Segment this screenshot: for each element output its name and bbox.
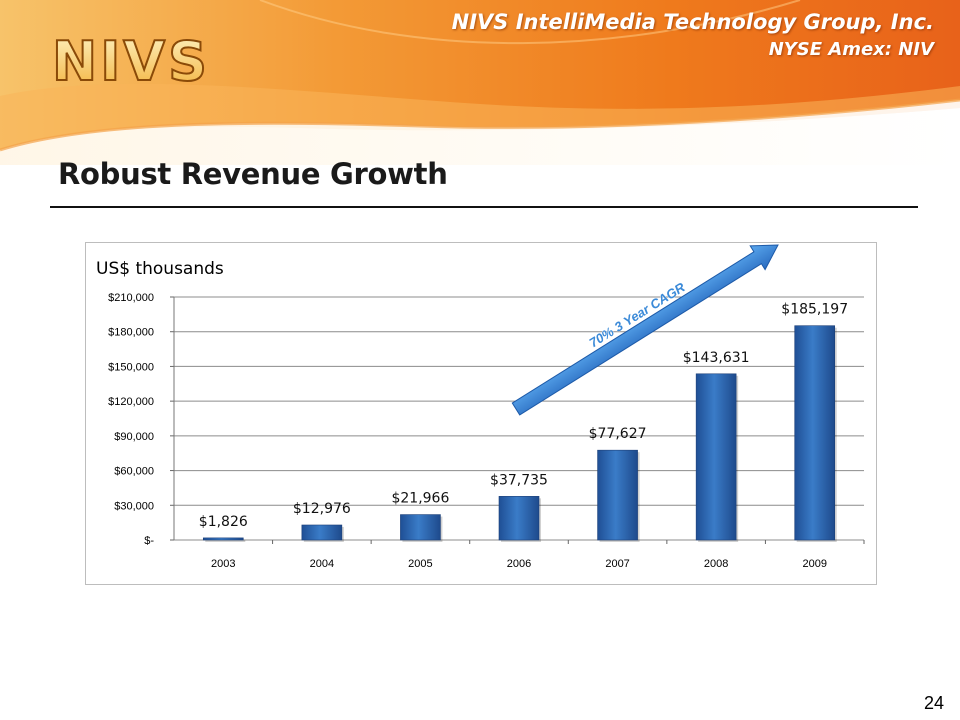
x-tick-label: 2009: [802, 558, 826, 570]
x-tick-label: 2007: [605, 558, 629, 570]
page-number: 24: [923, 693, 944, 713]
data-label: $1,826: [199, 514, 248, 530]
revenue-bar-2008: [695, 373, 737, 541]
x-tick-label: 2008: [704, 558, 728, 570]
slide-title: Robust Revenue Growth: [58, 157, 448, 191]
revenue-chart: US$ thousands $- $30,000 $60,000 $90,000 $12…: [85, 242, 877, 585]
revenue-bar-2006: [498, 496, 540, 541]
y-tick-label: $120,000: [108, 396, 154, 408]
y-tick-label: $30,000: [114, 500, 154, 512]
x-tick-label: 2004: [310, 558, 334, 570]
stock-ticker: NYSE Amex: NIV: [768, 39, 934, 60]
y-tick-label: $-: [144, 535, 154, 547]
x-tick-label: 2005: [408, 558, 432, 570]
y-tick-label: $180,000: [108, 327, 154, 339]
y-tick-label: $150,000: [108, 361, 154, 373]
revenue-bar-chart-svg: US$ thousands $- $30,000 $60,000 $90,000 $12…: [96, 244, 865, 570]
revenue-bar-2003: [202, 537, 244, 541]
x-tick-label: 2006: [507, 558, 531, 570]
logo-text: NIVS: [52, 30, 210, 93]
data-label: $12,976: [293, 501, 351, 517]
y-tick-label: $210,000: [108, 292, 154, 304]
cagr-arrow-shape: [511, 244, 779, 416]
revenue-bar-2009: [794, 325, 836, 541]
data-label: $37,735: [490, 472, 548, 488]
revenue-bar-2005: [400, 514, 441, 541]
revenue-bar-2004: [301, 524, 343, 541]
data-label: $143,631: [683, 350, 750, 366]
company-name: NIVS IntelliMedia Technology Group, Inc.: [451, 10, 934, 34]
data-label: $185,197: [781, 302, 848, 318]
data-label: $21,966: [391, 491, 449, 507]
data-label: $77,627: [589, 426, 647, 442]
header-swoosh-graphic: NIVS: [0, 0, 960, 165]
y-tick-label: $90,000: [114, 431, 154, 443]
title-divider: [50, 206, 918, 208]
unit-label: US$ thousands: [96, 259, 224, 279]
x-tick-label: 2003: [211, 558, 235, 570]
y-tick-label: $60,000: [114, 466, 154, 478]
bar-shadow: [205, 539, 246, 542]
header-banner: NIVS NIVS IntelliMedia Technology Group,…: [0, 0, 960, 165]
revenue-bar-2007: [597, 449, 638, 541]
